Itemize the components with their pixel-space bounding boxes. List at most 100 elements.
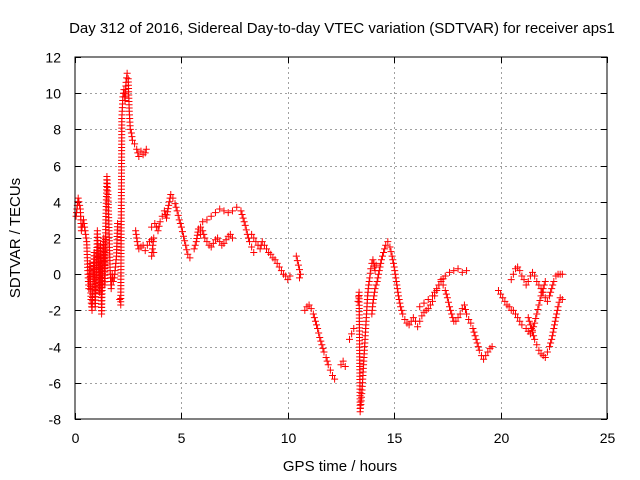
data-point [374, 274, 382, 282]
data-point [133, 238, 141, 246]
data-point [405, 321, 413, 329]
data-point [532, 315, 540, 323]
data-point [433, 285, 441, 293]
data-point [109, 277, 117, 285]
data-point [355, 293, 363, 301]
data-point [448, 310, 456, 318]
data-point [381, 245, 389, 253]
data-point [501, 297, 509, 305]
data-point [226, 230, 234, 238]
data-point [470, 328, 478, 336]
data-point [516, 267, 524, 275]
data-point [137, 147, 145, 155]
data-point [547, 339, 555, 347]
data-point [380, 248, 388, 256]
data-point [376, 263, 384, 271]
x-tick-label: 15 [387, 430, 403, 446]
data-point [548, 332, 556, 340]
y-tick-label: 6 [53, 159, 61, 175]
data-point [239, 214, 247, 222]
data-point [454, 314, 462, 322]
data-point [450, 267, 458, 275]
data-point [371, 285, 379, 293]
data-point [473, 339, 481, 347]
data-point [167, 191, 175, 199]
data-point [377, 256, 385, 264]
data-point [531, 335, 539, 343]
data-point [151, 220, 159, 228]
data-point [163, 214, 171, 222]
data-point [393, 281, 401, 289]
data-point [316, 334, 324, 342]
data-point [341, 363, 349, 371]
data-point [471, 332, 479, 340]
data-point [193, 234, 201, 242]
data-point [372, 261, 380, 269]
data-point [460, 301, 468, 309]
data-point [365, 281, 373, 289]
data-point [446, 303, 454, 311]
data-point [511, 310, 519, 318]
x-tick-label: 10 [281, 430, 297, 446]
data-point [241, 221, 249, 229]
data-point [337, 361, 345, 369]
data-point [172, 203, 180, 211]
data-point [452, 317, 460, 325]
data-point [307, 305, 315, 313]
data-point [548, 335, 556, 343]
data-point [207, 243, 215, 251]
y-tick-label: -6 [49, 376, 62, 392]
data-point [365, 277, 373, 285]
data-point [183, 246, 191, 254]
plot-frame [74, 56, 608, 420]
data-point [534, 305, 542, 313]
data-point [390, 263, 398, 271]
y-tick-label: 0 [53, 267, 61, 283]
data-point [541, 277, 549, 285]
data-point [467, 319, 475, 327]
data-point [369, 296, 377, 304]
data-point [384, 238, 392, 246]
data-point [533, 310, 541, 318]
data-point [372, 281, 380, 289]
data-point [553, 306, 561, 314]
data-point [369, 256, 377, 264]
data-point [184, 250, 192, 258]
data-point [164, 208, 172, 216]
data-point [409, 314, 417, 322]
data-point [551, 317, 559, 325]
data-point [461, 305, 469, 313]
data-point [180, 232, 188, 240]
data-point [148, 252, 156, 260]
data-point [514, 263, 522, 271]
data-point [529, 268, 537, 276]
data-point [518, 321, 526, 329]
data-point [164, 205, 172, 213]
data-point [554, 303, 562, 311]
data-point [375, 270, 383, 278]
data-point [174, 211, 182, 219]
data-point [314, 325, 322, 332]
data-point [348, 330, 356, 338]
data-point [346, 335, 354, 343]
data-point [420, 299, 428, 307]
data-point [222, 236, 230, 244]
data-point [131, 140, 139, 148]
x-tick-label: 25 [600, 430, 616, 446]
data-point [156, 218, 164, 226]
data-point [371, 288, 379, 296]
data-point [75, 198, 83, 206]
data-point [463, 267, 471, 275]
data-point [393, 285, 401, 293]
x-tick-label: 0 [72, 430, 80, 446]
data-point [201, 234, 209, 242]
data-point [458, 268, 466, 276]
data-point [536, 296, 544, 304]
data-point [447, 306, 455, 314]
data-point [529, 328, 537, 336]
data-point [480, 355, 488, 363]
data-point [182, 241, 190, 249]
data-point [392, 277, 400, 285]
data-point [224, 209, 232, 217]
data-point [250, 248, 258, 256]
